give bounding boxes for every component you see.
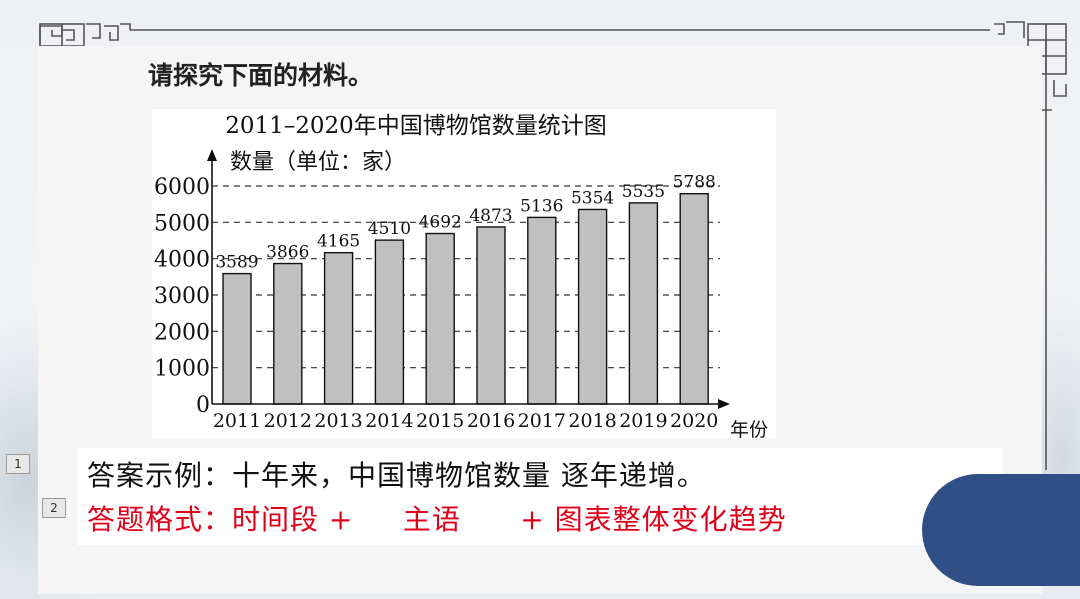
x-axis-arrow [718, 399, 730, 409]
x-tick-label: 2016 [467, 410, 515, 432]
data-label: 5354 [571, 188, 614, 208]
bar [222, 272, 252, 405]
bar [527, 216, 557, 405]
data-label: 5136 [520, 196, 563, 216]
bar [425, 232, 455, 405]
x-tick-label: 2019 [619, 410, 667, 432]
data-label: 3866 [266, 243, 309, 263]
answer-box: 答案示例：十年来，中国博物馆数量 逐年递增。 答题格式：时间段 + 主语 + 图… [77, 448, 1003, 545]
x-tick-label: 2020 [670, 410, 718, 432]
data-label: 5788 [673, 173, 716, 193]
decorative-blue-shape [922, 474, 1080, 586]
bar [374, 239, 405, 405]
slide-number-badge-2[interactable]: 2 [42, 498, 66, 518]
data-label: 5535 [622, 182, 665, 202]
x-tick-label: 2018 [568, 410, 616, 432]
bar [323, 251, 354, 405]
data-label: 4510 [368, 219, 411, 239]
bar [628, 202, 659, 405]
data-label: 4165 [317, 232, 360, 252]
chart-container: 2011–2020年中国博物馆数量统计图 数量（单位：家） 年份 3589 386… [152, 109, 776, 439]
x-axis-label: 年份 [730, 419, 768, 439]
slide-heading: 请探究下面的材料。 [148, 61, 374, 90]
bar [273, 262, 303, 405]
x-tick-label: 2014 [365, 410, 413, 432]
x-tick-label: 2015 [416, 410, 464, 432]
y-tick-label: 5000 [154, 211, 210, 236]
y-tick-label: 3000 [154, 284, 210, 309]
y-tick-label: 6000 [154, 175, 210, 200]
answer-format-text: 答题格式：时间段 + 主语 + 图表整体变化趋势 [87, 503, 787, 536]
answer-example-text: 答案示例：十年来，中国博物馆数量 逐年递增。 [87, 459, 706, 492]
slide-number-badge-1[interactable]: 1 [6, 454, 30, 474]
museum-count-chart: 2011–2020年中国博物馆数量统计图 数量（单位：家） 年份 3589 386… [154, 113, 768, 439]
y-tick-label: 4000 [154, 248, 210, 273]
x-tick-label: 2012 [264, 410, 312, 432]
y-tick-label: 0 [196, 393, 210, 418]
data-label: 4692 [419, 213, 462, 233]
chart-title: 2011–2020年中国博物馆数量统计图 [225, 113, 607, 139]
x-tick-label: 2017 [518, 410, 566, 432]
x-tick-label: 2011 [213, 410, 261, 432]
bar [577, 208, 608, 405]
y-tick-label: 2000 [154, 320, 210, 345]
data-label: 3589 [215, 253, 258, 273]
data-label: 4873 [469, 206, 512, 226]
bar [476, 226, 506, 405]
x-tick-label: 2013 [314, 410, 362, 432]
y-axis-arrow [207, 149, 217, 161]
bar [679, 193, 709, 405]
y-tick-label: 1000 [154, 357, 210, 382]
y-axis-label: 数量（单位：家） [230, 150, 406, 175]
